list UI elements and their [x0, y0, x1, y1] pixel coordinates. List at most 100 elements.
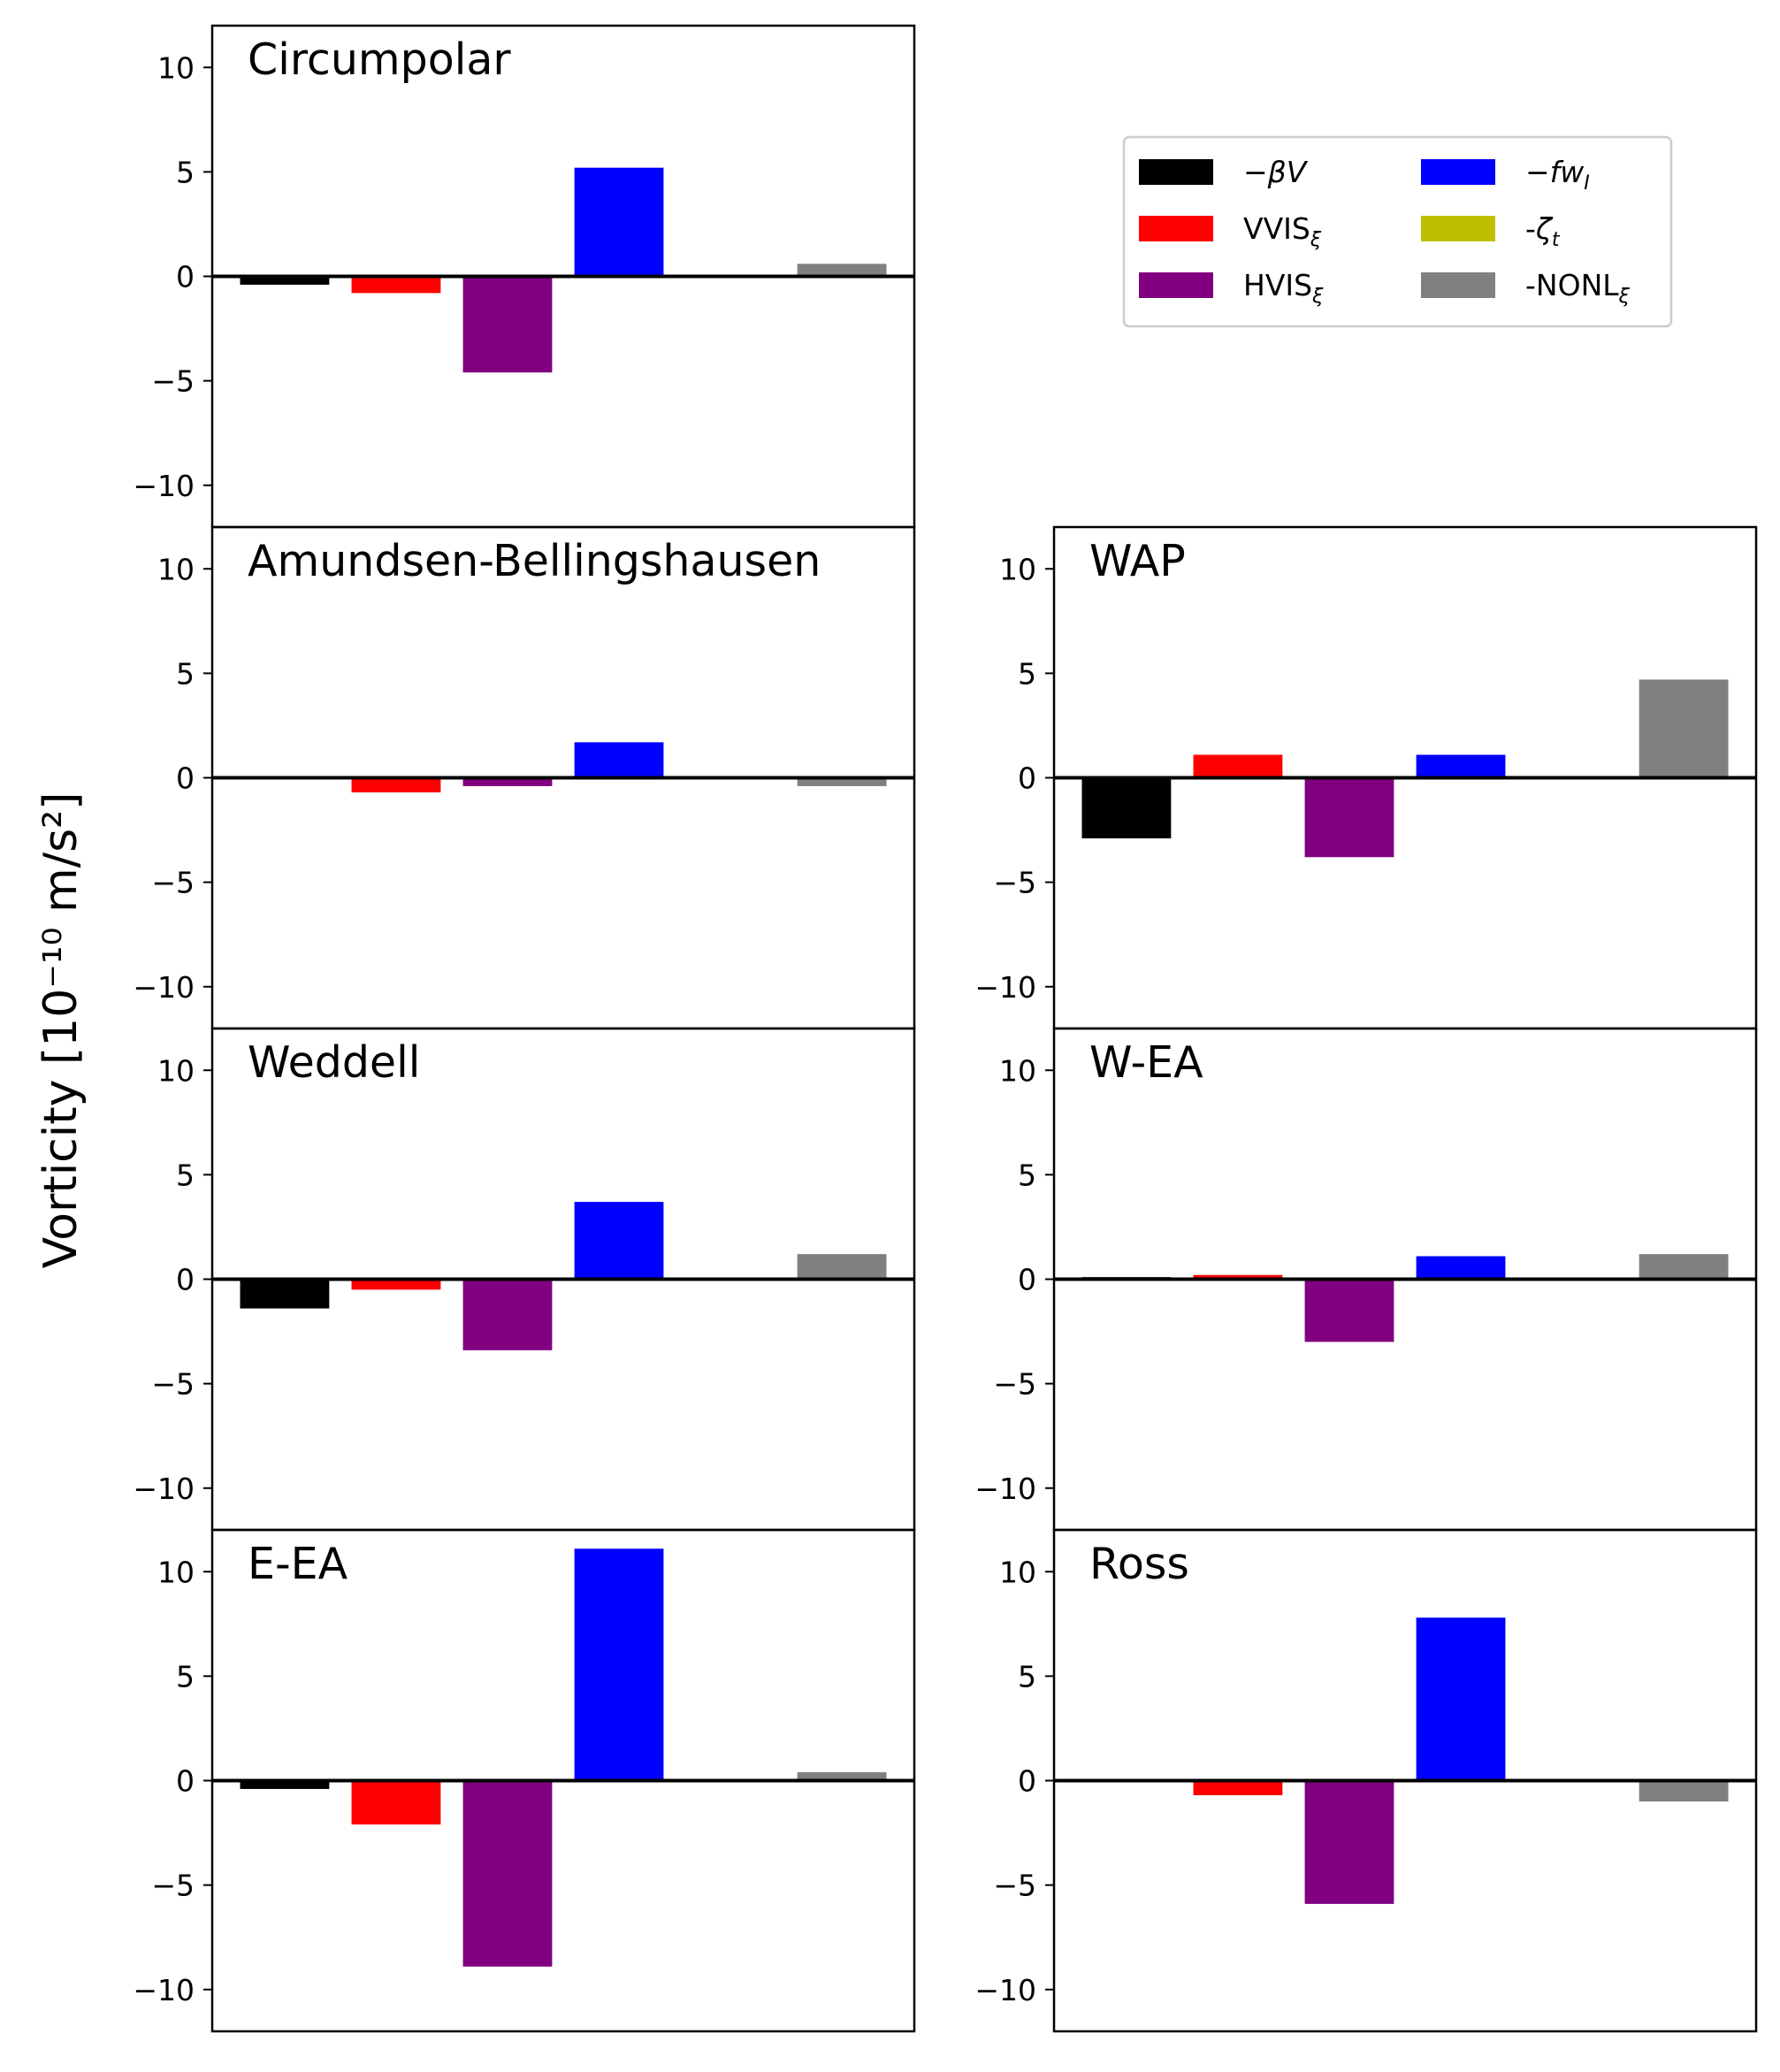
panel-ross: 10 5 0 −5 −10 Ross — [974, 1528, 1758, 2033]
panel-wap: 10 5 0 −5 −10 WAP — [974, 525, 1758, 1030]
y-tick-label: 0 — [176, 1263, 195, 1297]
legend: −βV VVISξ HVISξ −fwI -ζt -NONLξ — [1122, 135, 1673, 328]
bar-amundsen-bellingshausen-5 — [797, 777, 887, 786]
y-tick-label: −5 — [151, 1869, 195, 1903]
bar-amundsen-bellingshausen-3 — [574, 742, 664, 778]
y-tick-label: −10 — [133, 469, 195, 503]
y-tick-label: −10 — [974, 1472, 1036, 1506]
legend-swatch — [1421, 272, 1495, 298]
y-tick-label: −10 — [133, 1472, 195, 1506]
bar-weddell-5 — [797, 1254, 887, 1280]
panel-weddell: 10 5 0 −5 −10 Weddell — [133, 1027, 916, 1532]
y-tick-label: 10 — [157, 1053, 195, 1088]
bar-weddell-1 — [351, 1279, 441, 1290]
legend-entry: HVISξ — [1139, 268, 1324, 308]
y-tick-label: 5 — [1018, 656, 1036, 691]
bar-ross-5 — [1639, 1780, 1729, 1802]
bar-w-ea-5 — [1639, 1254, 1729, 1280]
bar-e-ea-2 — [462, 1780, 553, 1967]
y-tick-label: 5 — [176, 656, 195, 691]
y-tick-label: 10 — [999, 1555, 1036, 1589]
bar-circumpolar-0 — [240, 276, 330, 285]
panel-title: Amundsen-Bellingshausen — [248, 536, 821, 586]
bar-circumpolar-3 — [574, 167, 664, 277]
y-tick-label: −10 — [133, 1973, 195, 2007]
y-tick-label: 0 — [1018, 761, 1036, 796]
bar-e-ea-5 — [797, 1772, 887, 1781]
legend-label: −βV — [1243, 155, 1309, 189]
legend-swatch — [1421, 216, 1495, 241]
panel-title: Ross — [1089, 1539, 1189, 1589]
legend-swatch — [1139, 159, 1213, 185]
bar-circumpolar-1 — [351, 276, 441, 294]
panel-title: E-EA — [248, 1539, 348, 1589]
bar-e-ea-1 — [351, 1780, 441, 1825]
legend-label: -NONLξ — [1525, 268, 1631, 308]
bar-circumpolar-5 — [797, 264, 887, 277]
bar-weddell-2 — [462, 1279, 553, 1350]
y-tick-label: 5 — [1018, 1659, 1036, 1694]
y-tick-label: 5 — [1018, 1158, 1036, 1192]
bar-w-ea-2 — [1304, 1279, 1394, 1342]
bar-wap-5 — [1639, 679, 1729, 778]
y-tick-label: 10 — [157, 50, 195, 85]
y-tick-label: 0 — [1018, 1764, 1036, 1799]
y-tick-label: 10 — [999, 1053, 1036, 1088]
y-tick-label: 5 — [176, 155, 195, 189]
y-tick-label: −10 — [974, 970, 1036, 1005]
bar-weddell-3 — [574, 1202, 664, 1280]
legend-swatch — [1421, 159, 1495, 185]
bar-wap-1 — [1193, 754, 1283, 778]
bar-wap-2 — [1304, 777, 1394, 858]
bar-circumpolar-2 — [462, 276, 553, 373]
bar-weddell-0 — [240, 1279, 330, 1309]
panel-title: Circumpolar — [248, 34, 511, 85]
y-tick-label: 10 — [157, 552, 195, 586]
legend-label: -ζt — [1525, 211, 1561, 251]
y-tick-label: −10 — [133, 970, 195, 1005]
legend-swatch — [1139, 216, 1213, 241]
y-tick-label: 10 — [157, 1555, 195, 1589]
bar-ross-2 — [1304, 1780, 1394, 1904]
legend-label: HVISξ — [1243, 268, 1324, 308]
y-tick-label: 0 — [176, 761, 195, 796]
panel-title: W-EA — [1089, 1037, 1203, 1088]
y-tick-label: 5 — [176, 1158, 195, 1192]
y-tick-label: −5 — [151, 1367, 195, 1402]
bar-w-ea-1 — [1193, 1274, 1283, 1280]
bar-ross-3 — [1416, 1617, 1506, 1781]
y-tick-label: −10 — [974, 1973, 1036, 2007]
legend-label: VVISξ — [1243, 211, 1322, 251]
y-tick-label: −5 — [151, 364, 195, 399]
y-axis-label: Vorticity [10⁻¹⁰ m/s²] — [34, 792, 88, 1269]
panel-circumpolar: 10 5 0 −5 −10 Circumpolar — [133, 24, 916, 529]
bar-wap-3 — [1416, 754, 1506, 778]
panel-e-ea: 10 5 0 −5 −10 E-EA — [133, 1528, 916, 2033]
y-tick-label: −5 — [151, 866, 195, 900]
legend-label: −fwI — [1525, 155, 1590, 195]
panel-w-ea: 10 5 0 −5 −10 W-EA — [974, 1027, 1758, 1532]
y-tick-label: −5 — [993, 866, 1036, 900]
y-tick-label: −5 — [993, 1367, 1036, 1402]
legend-entry: −βV — [1139, 155, 1309, 189]
y-tick-label: 0 — [1018, 1263, 1036, 1297]
bar-ross-1 — [1193, 1780, 1283, 1796]
legend-entry: -NONLξ — [1421, 268, 1631, 308]
bar-e-ea-0 — [240, 1780, 330, 1789]
legend-swatch — [1139, 272, 1213, 298]
y-tick-label: 10 — [999, 552, 1036, 586]
bar-e-ea-3 — [574, 1548, 664, 1781]
legend-entry: -ζt — [1421, 211, 1561, 251]
bar-wap-0 — [1081, 777, 1172, 839]
bar-w-ea-3 — [1416, 1256, 1506, 1280]
panel-title: WAP — [1089, 536, 1186, 586]
y-tick-label: 5 — [176, 1659, 195, 1694]
y-tick-label: 0 — [176, 260, 195, 294]
bar-amundsen-bellingshausen-1 — [351, 777, 441, 793]
panel-title: Weddell — [248, 1037, 420, 1088]
panel-amundsen-bellingshausen: 10 5 0 −5 −10 Amundsen-Bellingshausen — [133, 525, 916, 1030]
y-tick-label: −5 — [993, 1869, 1036, 1903]
legend-entry: VVISξ — [1139, 211, 1322, 251]
y-tick-label: 0 — [176, 1764, 195, 1799]
